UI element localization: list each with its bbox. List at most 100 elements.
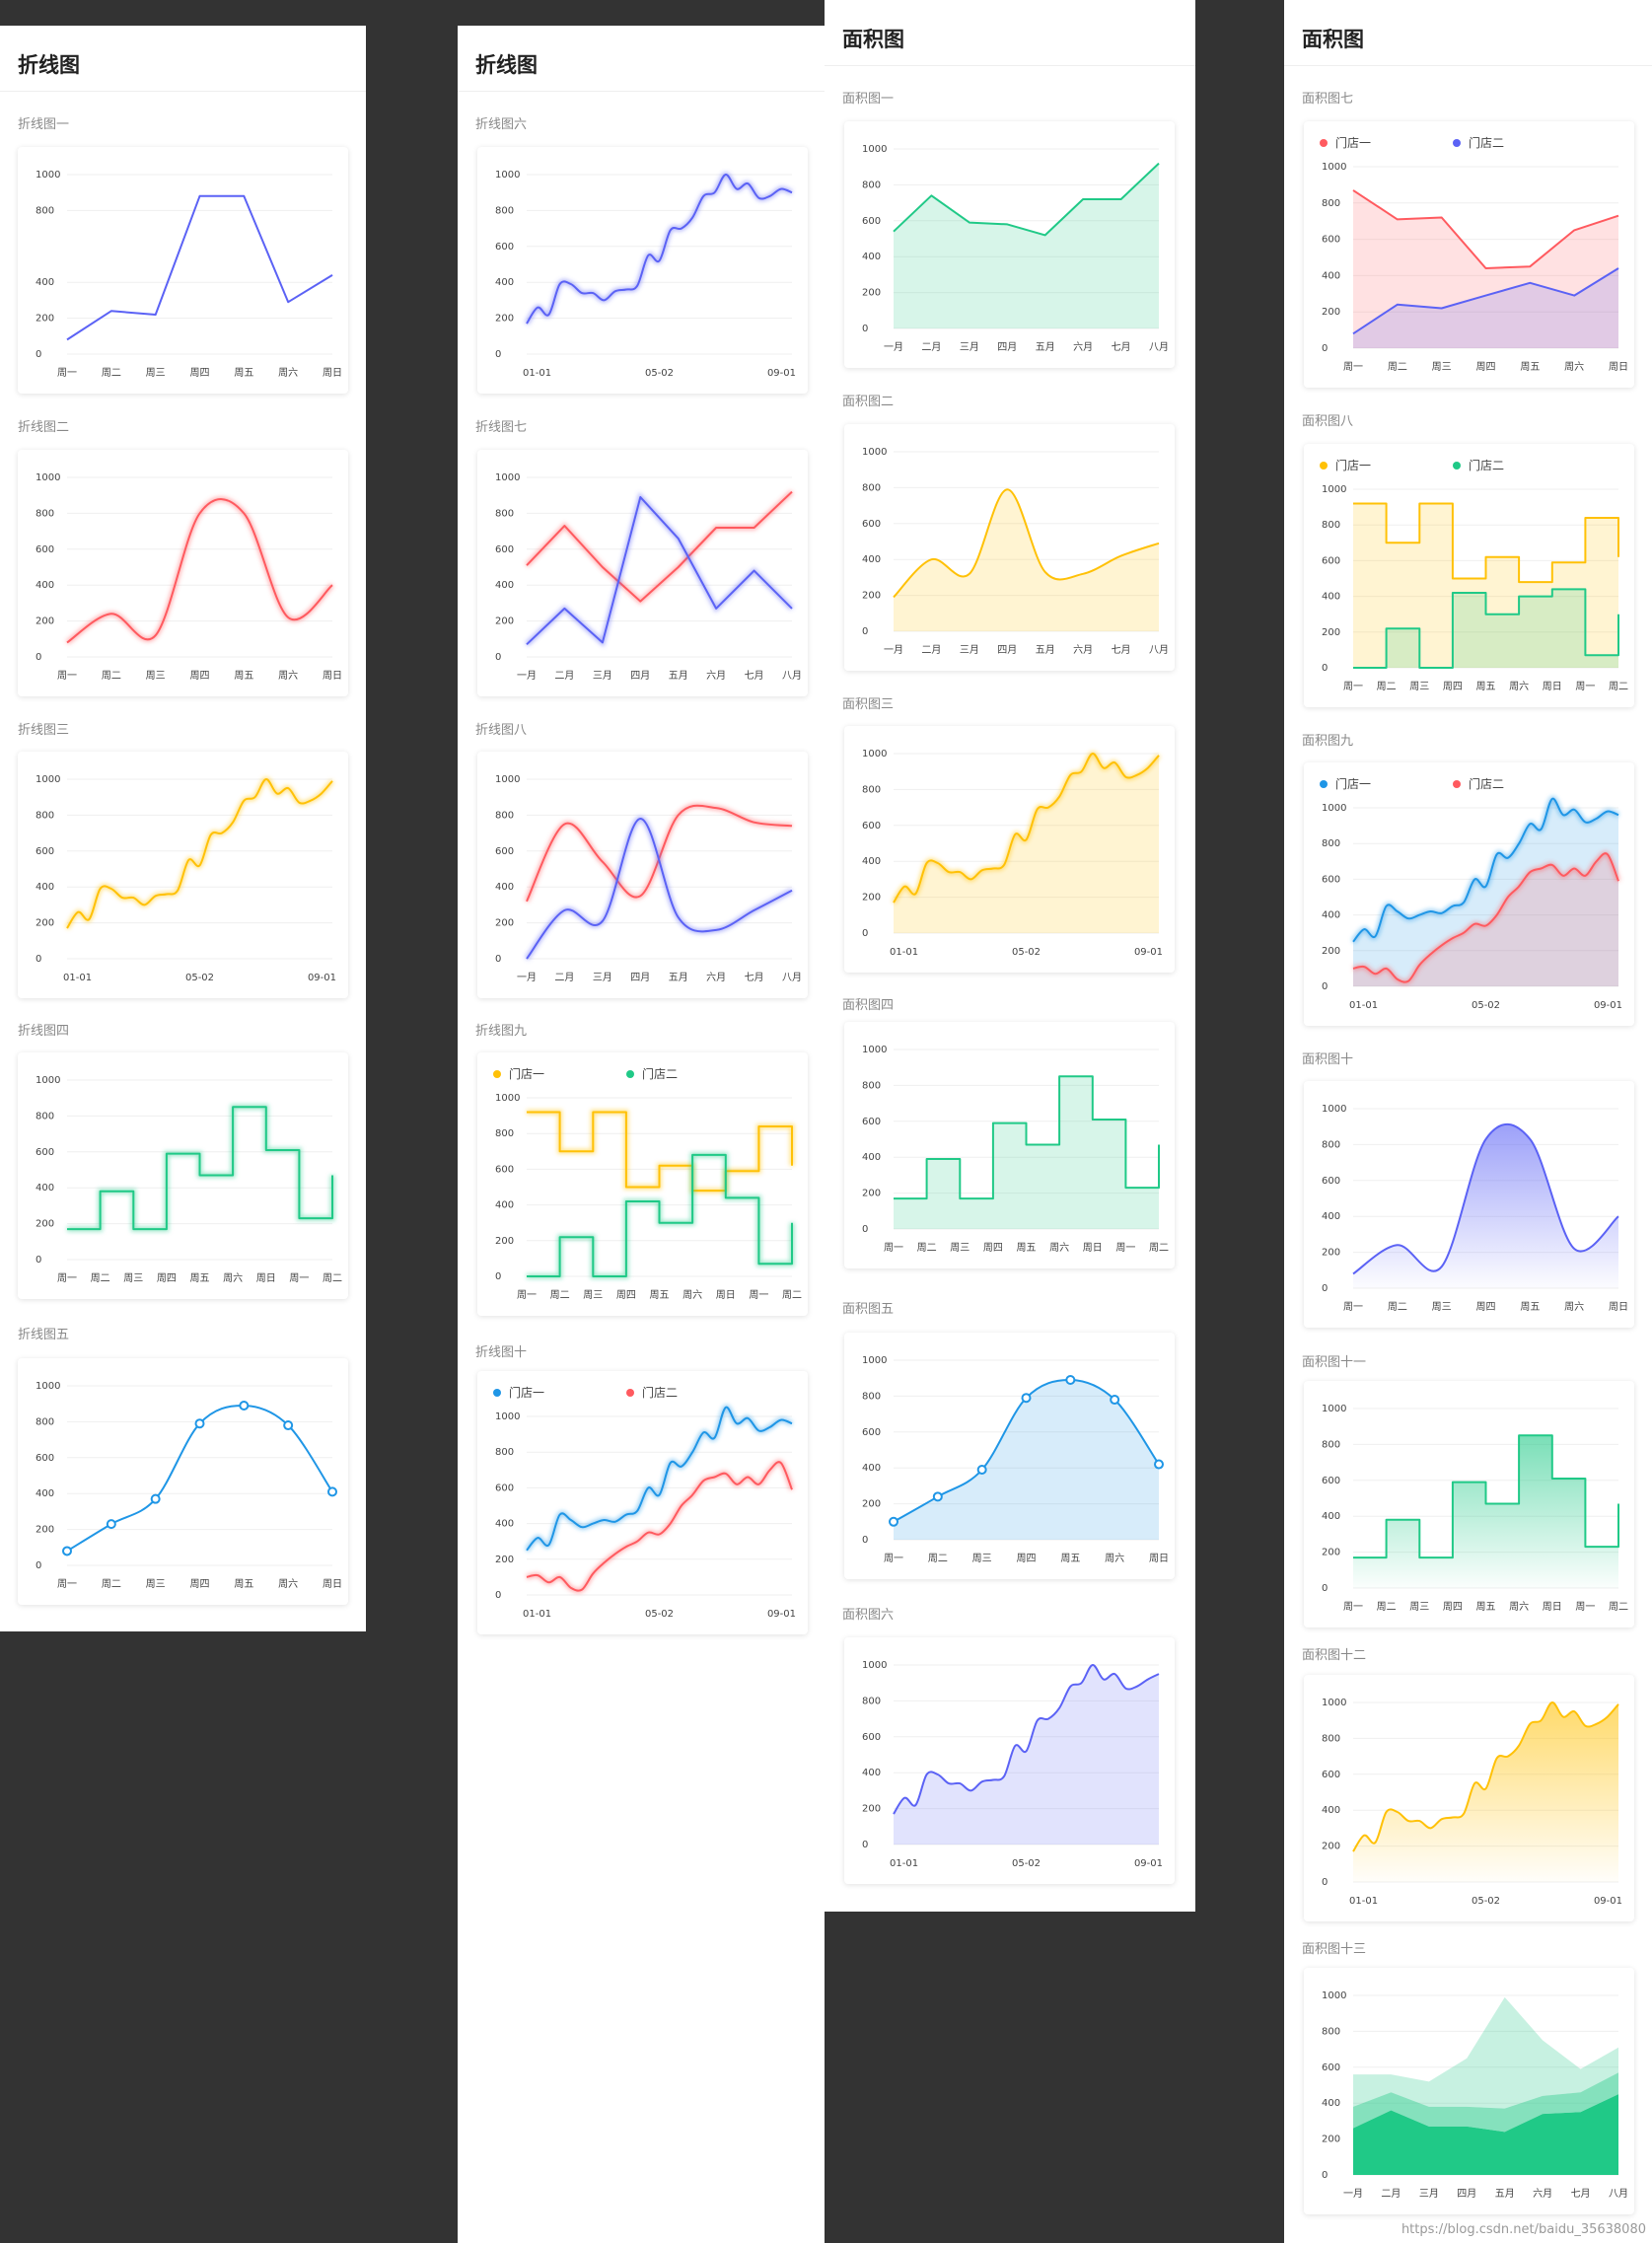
x-tick-label: 周二 xyxy=(1388,1301,1407,1313)
x-tick-label: 一月 xyxy=(884,341,903,353)
y-tick-label: 200 xyxy=(1322,1842,1340,1852)
x-tick-label: 二月 xyxy=(554,972,574,983)
y-tick-label: 1000 xyxy=(495,774,520,785)
y-tick-label: 1000 xyxy=(36,1075,60,1086)
x-tick-label: 01-01 xyxy=(63,973,92,983)
data-point xyxy=(1021,1393,1032,1404)
x-tick-label: 二月 xyxy=(554,670,574,682)
series-line xyxy=(527,1111,793,1193)
x-tick-label: 周日 xyxy=(323,367,342,379)
y-tick-label: 800 xyxy=(36,1111,54,1122)
legend-label: 门店二 xyxy=(642,1066,678,1081)
y-tick-label: 200 xyxy=(36,616,54,627)
y-tick-label: 800 xyxy=(36,810,54,821)
legend-marker xyxy=(1453,780,1461,788)
x-tick-label: 四月 xyxy=(1457,2188,1476,2200)
chart-svg: 0 200 400 600 800 1000 一月 二月 三月 四月 五月 六月 七月 八月 xyxy=(1322,1990,1628,2200)
y-tick-label: 0 xyxy=(36,954,41,965)
x-tick-label: 周二 xyxy=(1377,1601,1397,1613)
series-line xyxy=(526,817,793,960)
x-tick-label: 周一 xyxy=(289,1272,309,1284)
x-tick-label: 八月 xyxy=(1149,341,1169,353)
y-tick-label: 800 xyxy=(1322,520,1340,531)
chart-card-a1: 0 200 400 600 800 1000 一月 二月 三月 四月 五月 六月 七月 八月 xyxy=(844,121,1175,368)
y-tick-label: 600 xyxy=(495,544,514,555)
y-tick-label: 800 xyxy=(495,205,514,216)
y-tick-label: 600 xyxy=(1322,1770,1340,1780)
x-tick-label: 01-01 xyxy=(890,947,918,958)
x-tick-label: 周日 xyxy=(716,1289,736,1301)
panel-title: 面积图 xyxy=(1302,28,1364,51)
x-tick-label: 周一 xyxy=(749,1289,768,1301)
chart-label: 面积图八 xyxy=(1302,414,1354,429)
chart-svg: 0 200 400 600 800 1000 周一 周二 周三 周四 周五 周六 周日 xyxy=(36,472,342,682)
x-tick-label: 周二 xyxy=(1377,681,1397,692)
chart-label: 面积图十三 xyxy=(1302,1942,1367,1957)
x-tick-label: 周二 xyxy=(917,1242,937,1254)
x-tick-label: 一月 xyxy=(517,670,537,682)
x-tick-label: 七月 xyxy=(1112,644,1131,656)
x-tick-label: 四月 xyxy=(630,972,650,983)
y-tick-label: 200 xyxy=(862,1804,881,1815)
y-tick-label: 400 xyxy=(495,580,514,591)
y-tick-label: 600 xyxy=(36,544,54,555)
x-tick-label: 三月 xyxy=(1419,2188,1439,2200)
series-line xyxy=(1352,1701,1619,1852)
series-line xyxy=(893,1664,1160,1815)
y-tick-label: 200 xyxy=(36,918,54,929)
chart-card-a9: 0 200 400 600 800 1000 门店一 门店二 01-01 05-02 09-01 xyxy=(1304,762,1634,1026)
x-tick-label: 周五 xyxy=(190,1272,210,1284)
x-tick-label: 八月 xyxy=(1609,2188,1628,2200)
data-point xyxy=(62,1546,72,1556)
y-tick-label: 1000 xyxy=(862,144,887,155)
y-tick-label: 200 xyxy=(862,1499,881,1510)
y-tick-label: 800 xyxy=(1322,198,1340,209)
x-tick-label: 周四 xyxy=(1443,1601,1463,1613)
chart-label: 折线图九 xyxy=(475,1024,528,1039)
area-fill xyxy=(894,1379,1159,1540)
chart-label: 面积图二 xyxy=(842,395,895,409)
x-tick-label: 周二 xyxy=(102,367,121,379)
x-tick-label: 周日 xyxy=(323,1578,342,1590)
x-tick-label: 09-01 xyxy=(1594,1896,1622,1907)
chart-card-c1: 0 200 400 800 1000 周一 周二 周三 周四 周五 周六 周日 xyxy=(18,147,348,394)
chart-svg: 0 200 400 600 800 1000 01-01 05-02 09-01 xyxy=(1322,1698,1622,1907)
x-tick-label: 六月 xyxy=(706,972,726,983)
area-fill xyxy=(894,1076,1159,1229)
y-tick-label: 1000 xyxy=(862,1045,887,1055)
x-tick-label: 周日 xyxy=(1083,1242,1103,1254)
x-tick-label: 周六 xyxy=(278,1578,298,1590)
y-tick-label: 400 xyxy=(1322,1511,1340,1522)
x-tick-label: 周三 xyxy=(583,1289,603,1301)
panel-area-2: 面积图 面积图七 0 200 400 600 800 1000 门店一 门店二 周一 周二 周三 周四… xyxy=(1284,0,1652,2243)
y-tick-label: 1000 xyxy=(36,774,60,785)
legend-label: 门店一 xyxy=(1335,776,1371,791)
y-tick-label: 1000 xyxy=(862,447,887,458)
y-tick-label: 200 xyxy=(495,1236,514,1247)
y-tick-label: 600 xyxy=(495,242,514,253)
x-tick-label: 周三 xyxy=(972,1553,992,1564)
x-tick-label: 周五 xyxy=(1476,1601,1496,1613)
chart-svg: 0 200 400 600 800 1000 周一 周二 周三 周四 周五 周六 周日 周一 周二 xyxy=(36,1075,342,1284)
y-tick-label: 0 xyxy=(1322,1283,1328,1294)
y-tick-label: 600 xyxy=(862,1117,881,1127)
y-tick-label: 200 xyxy=(495,1555,514,1565)
legend-label: 门店一 xyxy=(509,1385,544,1400)
y-tick-label: 400 xyxy=(1322,910,1340,921)
chart-card-a3: 0 200 400 600 800 1000 01-01 05-02 09-01 xyxy=(844,726,1175,973)
x-tick-label: 周一 xyxy=(1343,1601,1363,1613)
series-line xyxy=(1352,797,1619,943)
watermark: https://blog.csdn.net/baidu_35638080 xyxy=(1401,2222,1646,2237)
data-point xyxy=(1110,1395,1120,1406)
chart-card-c5: 0 200 400 600 800 1000 周一 周二 周三 周四 周五 周六 周日 xyxy=(18,1358,348,1605)
y-tick-label: 1000 xyxy=(495,170,520,181)
chart-card-a12: 0 200 400 600 800 1000 01-01 05-02 09-01 xyxy=(1304,1675,1634,1921)
series-line xyxy=(1352,852,1619,983)
series-line xyxy=(526,1461,793,1592)
x-tick-label: 周六 xyxy=(1049,1242,1069,1254)
y-tick-label: 200 xyxy=(1322,1548,1340,1558)
series-line xyxy=(526,496,793,646)
y-tick-label: 400 xyxy=(36,1183,54,1194)
y-tick-label: 1000 xyxy=(36,1381,60,1392)
x-tick-label: 周六 xyxy=(223,1272,243,1284)
